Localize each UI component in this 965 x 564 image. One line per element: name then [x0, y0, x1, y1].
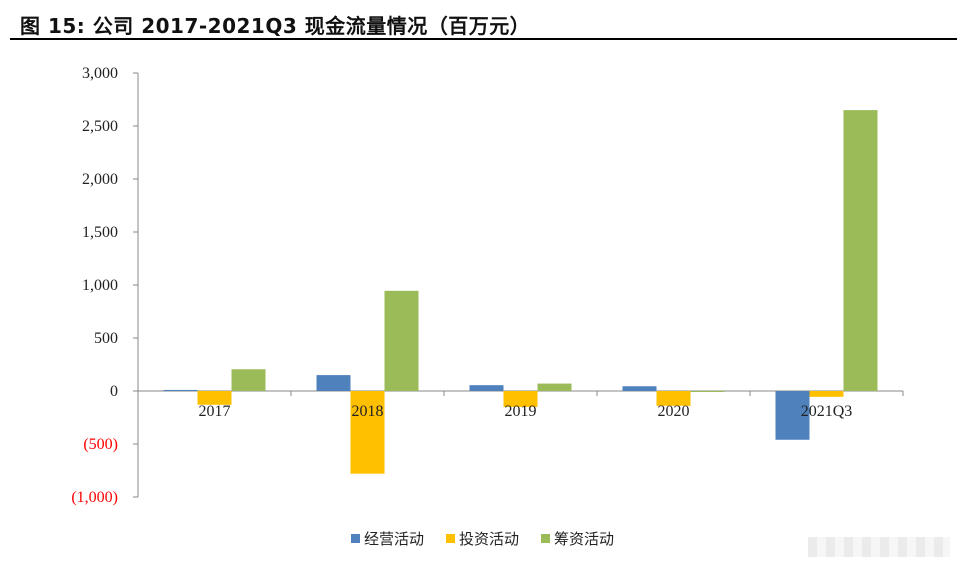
legend-label: 投资活动 — [458, 530, 519, 548]
x-tick-label: 2019 — [505, 403, 537, 420]
legend-label: 经营活动 — [363, 530, 424, 548]
title-divider — [10, 38, 957, 40]
legend-item: 经营活动 — [350, 528, 424, 549]
legend-label: 筹资活动 — [554, 530, 615, 548]
y-tick-label: 1,000 — [82, 277, 118, 294]
bar-3-2019 — [537, 383, 572, 391]
legend-swatch — [445, 534, 455, 543]
title-bar: 图 15: 公司 2017-2021Q3 现金流量情况（百万元） — [10, 4, 960, 38]
y-tick-label: (1,000) — [71, 489, 118, 506]
chart-title: 图 15: 公司 2017-2021Q3 现金流量情况（百万元） — [20, 14, 531, 38]
bar-1-2021Q3 — [775, 391, 810, 440]
bar-2-2020 — [656, 391, 691, 406]
y-tick-label: 500 — [94, 330, 118, 347]
bar-1-2018 — [316, 375, 351, 391]
bar-1-2017 — [163, 389, 198, 391]
bar-2-2021Q3 — [809, 391, 844, 397]
legend-item: 投资活动 — [445, 528, 519, 549]
bar-2-2019 — [503, 391, 538, 407]
bar-3-2021Q3 — [843, 110, 878, 391]
legend-swatch — [541, 534, 550, 543]
y-tick-label: 3,000 — [82, 65, 118, 82]
x-tick-label: 2017 — [199, 403, 231, 420]
legend-item: 筹资活动 — [541, 528, 614, 549]
y-tick-label: 1,500 — [82, 224, 118, 241]
x-tick-label: 2020 — [658, 403, 690, 420]
bar-3-2018 — [384, 290, 419, 391]
watermark — [808, 537, 950, 557]
y-tick-label: (500) — [83, 436, 118, 453]
bar-2-2017 — [197, 391, 232, 405]
chart-area: 3,000 2,500 2,000 1,500 1,000 500 0 (500) (1,000… — [0, 44, 965, 564]
chart-legend: 经营活动 投资活动 筹资活动 — [0, 528, 965, 556]
bar-3-2020 — [690, 391, 725, 392]
legend-swatch — [350, 534, 360, 543]
bar-2-2018 — [350, 391, 385, 474]
bar-3-2017 — [231, 369, 266, 391]
x-tick-label: 2021Q3 — [801, 403, 853, 420]
bar-1-2020 — [622, 386, 657, 391]
y-tick-label: 0 — [110, 383, 118, 400]
y-tick-label: 2,000 — [82, 171, 118, 188]
y-tick-label: 2,500 — [82, 118, 118, 135]
bar-1-2019 — [469, 385, 504, 391]
bar-chart: 3,000 2,500 2,000 1,500 1,000 500 0 (500) (1,000… — [71, 65, 904, 506]
x-tick-label: 2018 — [352, 403, 384, 420]
